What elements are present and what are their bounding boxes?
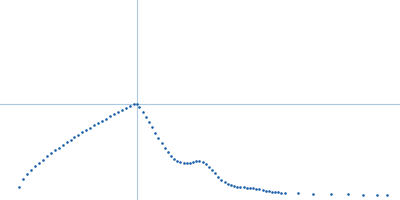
Point [310,192,317,195]
Point [168,154,174,157]
Point [282,191,288,194]
Point [272,191,278,194]
Point [212,172,218,175]
Point [95,121,101,125]
Point [111,113,117,116]
Point [259,189,266,192]
Point [374,193,380,196]
Point [36,161,42,164]
Point [149,126,155,129]
Point [231,185,237,188]
Point [275,191,282,194]
Point [28,169,34,172]
Point [152,131,158,134]
Point [244,186,250,189]
Point [187,161,193,164]
Point [262,189,269,192]
Point [177,161,184,164]
Point [20,178,26,181]
Point [247,186,253,190]
Point [237,185,244,189]
Point [40,158,46,161]
Point [206,165,212,168]
Point [146,121,152,124]
Point [115,111,121,114]
Point [119,109,125,112]
Point [269,190,275,193]
Point [24,173,30,176]
Point [383,193,390,197]
Point [266,190,272,193]
Point [155,136,162,140]
Point [253,187,260,191]
Point [295,191,301,194]
Point [180,162,187,165]
Point [71,136,78,139]
Point [48,152,54,155]
Point [202,162,209,166]
Point [16,186,22,189]
Point [52,149,58,152]
Point [158,141,165,145]
Point [171,157,177,160]
Point [99,119,105,122]
Point [218,178,225,181]
Point [107,115,113,118]
Point [142,116,149,119]
Point [174,159,180,163]
Point [134,102,141,106]
Point [240,186,247,189]
Point [130,102,137,106]
Point [60,143,66,147]
Point [193,160,200,163]
Point [165,151,171,154]
Point [79,131,86,134]
Point [139,111,146,114]
Point [250,187,256,190]
Point [228,184,234,187]
Point [56,146,62,149]
Point [328,193,334,196]
Point [196,160,202,163]
Point [162,146,168,149]
Point [83,128,90,132]
Point [91,124,97,127]
Point [32,165,38,168]
Point [126,104,133,108]
Point [222,181,228,184]
Point [215,175,222,178]
Point [75,133,82,136]
Point [225,183,231,186]
Point [345,193,351,196]
Point [87,126,94,129]
Point [184,162,190,165]
Point [136,106,143,109]
Point [209,168,215,172]
Point [234,185,240,188]
Point [122,106,129,110]
Point [63,141,70,144]
Point [103,117,109,120]
Point [67,138,74,141]
Point [360,193,367,196]
Point [199,161,206,164]
Point [190,160,196,164]
Point [256,188,262,191]
Point [278,191,285,194]
Point [44,155,50,158]
